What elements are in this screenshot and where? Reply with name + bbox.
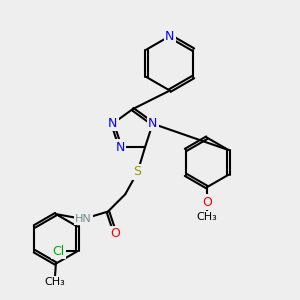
Text: N: N <box>116 141 125 154</box>
Text: HN: HN <box>75 214 92 224</box>
Text: O: O <box>110 227 120 240</box>
Text: N: N <box>148 117 158 130</box>
Text: S: S <box>134 166 142 178</box>
Text: CH₃: CH₃ <box>196 212 217 222</box>
Text: O: O <box>202 196 212 208</box>
Text: CH₃: CH₃ <box>44 277 65 287</box>
Text: N: N <box>165 30 175 43</box>
Text: N: N <box>108 117 117 130</box>
Text: Cl: Cl <box>52 245 65 258</box>
